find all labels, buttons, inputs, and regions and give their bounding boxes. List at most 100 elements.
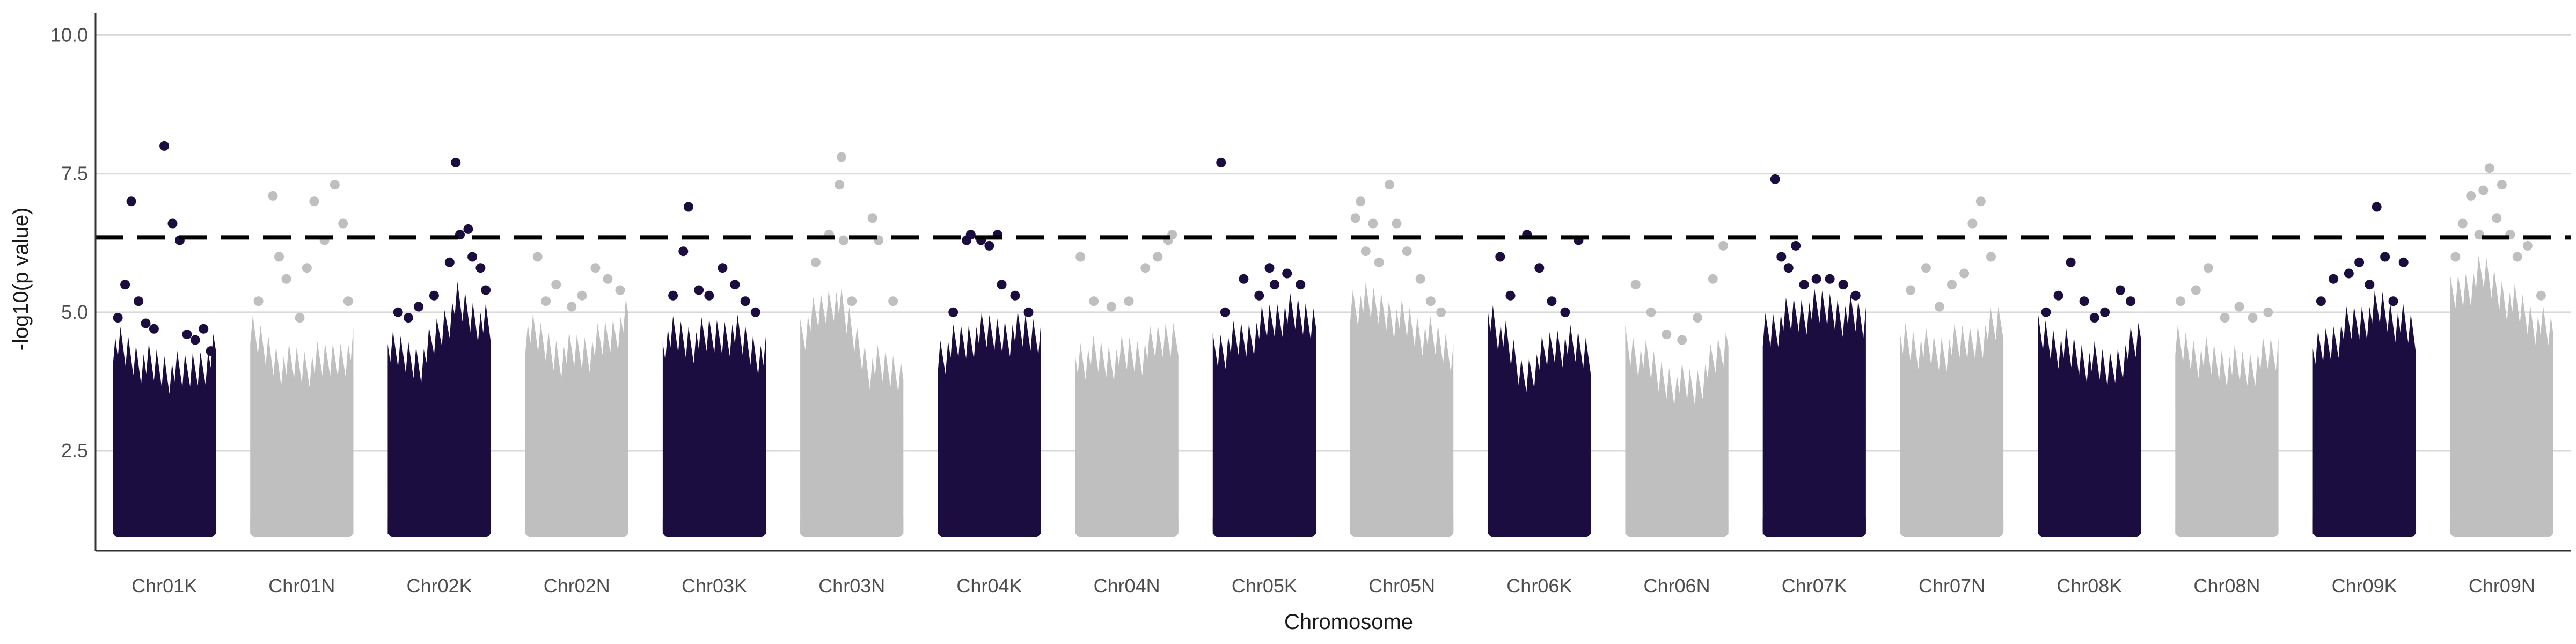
dense-points-Chr03N [800, 288, 904, 535]
point-Chr02K-9 [475, 263, 486, 273]
dense-points-Chr04K [938, 311, 1041, 535]
x-tick-label-Chr09K: Chr09K [2332, 575, 2397, 597]
x-tick-label-Chr09N: Chr09N [2469, 575, 2535, 597]
x-tick-label-Chr05K: Chr05K [1232, 575, 1297, 597]
chromosome-Chr02K [387, 157, 491, 538]
point-Chr02K-7 [463, 224, 473, 234]
dense-base-Chr04K [938, 513, 1041, 538]
dense-base-Chr06K [1488, 513, 1591, 538]
point-Chr09K-7 [2388, 296, 2398, 306]
point-Chr09K-6 [2380, 252, 2390, 262]
point-Chr01K-1 [120, 280, 130, 290]
point-Chr08K-7 [2126, 296, 2136, 306]
dense-points-Chr06N [1625, 325, 1729, 535]
point-Chr04N-5 [1153, 252, 1163, 262]
y-tick-label-2: 7.5 [61, 163, 88, 185]
point-Chr07K-4 [1799, 280, 1809, 290]
chromosome-Chr09K [2312, 202, 2416, 538]
point-Chr07N-4 [1959, 268, 1970, 279]
chromosome-Chr03N [800, 152, 904, 538]
point-Chr02N-2 [551, 280, 561, 290]
point-Chr07N-1 [1921, 263, 1931, 273]
dense-base-Chr07N [1900, 513, 2004, 538]
point-Chr03K-5 [718, 263, 728, 273]
point-Chr03N-3 [837, 152, 846, 162]
point-Chr03K-6 [730, 280, 740, 290]
dense-base-Chr02N [525, 513, 628, 538]
dense-base-Chr03N [800, 513, 904, 538]
x-tick-label-Chr08N: Chr08N [2193, 575, 2260, 597]
point-Chr05K-5 [1270, 280, 1280, 290]
point-Chr01K-3 [134, 296, 144, 306]
point-Chr04K-2 [965, 230, 976, 240]
point-Chr05N-9 [1425, 296, 1436, 306]
point-Chr09N-0 [2450, 252, 2461, 262]
point-Chr03N-0 [810, 257, 821, 267]
dense-points-Chr07K [1762, 288, 1866, 535]
point-Chr02N-0 [532, 252, 543, 262]
dense-base-Chr05K [1212, 513, 1316, 538]
point-Chr06N-4 [1693, 313, 1702, 323]
point-Chr05K-7 [1296, 280, 1306, 290]
point-Chr03N-2 [835, 180, 845, 190]
point-Chr08K-1 [2053, 290, 2063, 301]
point-Chr08N-3 [2220, 313, 2230, 323]
y-axis-title: -log10(p value) [9, 208, 33, 351]
point-Chr05N-2 [1360, 246, 1371, 257]
x-tick-label-Chr03N: Chr03N [818, 575, 885, 597]
point-Chr09N-9 [2512, 252, 2522, 262]
point-Chr03K-3 [694, 285, 704, 295]
point-Chr02K-2 [414, 302, 424, 312]
point-Chr05K-2 [1239, 274, 1249, 284]
point-Chr08K-2 [2066, 257, 2076, 267]
data-points [113, 141, 2553, 538]
point-Chr01K-11 [199, 324, 209, 334]
dense-points-Chr08N [2175, 324, 2279, 535]
dense-base-Chr09N [2450, 513, 2553, 538]
x-tick-label-Chr01K: Chr01K [131, 575, 197, 597]
point-Chr09K-2 [2344, 268, 2354, 279]
x-tick-label-Chr06K: Chr06K [1506, 575, 1572, 597]
point-Chr04N-0 [1075, 252, 1086, 262]
point-Chr08N-1 [2191, 285, 2201, 295]
dense-base-Chr08N [2175, 513, 2279, 538]
point-Chr05N-4 [1374, 257, 1384, 267]
dense-points-Chr05N [1350, 282, 1454, 535]
point-Chr06K-3 [1534, 263, 1545, 273]
chromosome-Chr03K [662, 202, 766, 538]
point-Chr06K-5 [1560, 307, 1570, 317]
point-Chr07N-7 [1986, 252, 1996, 262]
dense-points-Chr08K [2038, 311, 2141, 535]
chromosome-Chr08N [2175, 263, 2279, 538]
point-Chr06K-4 [1547, 296, 1557, 306]
point-Chr06N-1 [1646, 307, 1656, 317]
dense-base-Chr02K [387, 513, 491, 538]
point-Chr03K-2 [683, 202, 693, 212]
dense-base-Chr08K [2038, 513, 2141, 538]
point-Chr05N-0 [1350, 213, 1360, 223]
dense-points-Chr03K [662, 314, 766, 535]
point-Chr02N-5 [590, 263, 601, 273]
chromosome-Chr07K [1762, 174, 1866, 538]
point-Chr04K-4 [984, 240, 994, 251]
x-tick-label-Chr02N: Chr02N [544, 575, 610, 597]
axes [94, 13, 2571, 552]
point-Chr06N-2 [1662, 330, 1672, 340]
point-Chr09N-6 [2492, 213, 2502, 223]
x-tick-label-Chr07N: Chr07N [1919, 575, 1985, 597]
point-Chr07K-5 [1811, 274, 1821, 284]
point-Chr01K-2 [126, 196, 136, 207]
dense-base-Chr07K [1762, 513, 1866, 538]
point-Chr08N-2 [2203, 263, 2213, 273]
x-axis-title: Chromosome [1284, 610, 1413, 634]
point-Chr03K-1 [678, 246, 689, 257]
point-Chr06K-1 [1505, 290, 1516, 301]
point-Chr07N-6 [1975, 196, 1986, 207]
point-Chr08K-5 [2100, 307, 2110, 317]
point-Chr05K-0 [1216, 157, 1226, 167]
point-Chr07N-3 [1947, 280, 1957, 290]
point-Chr02K-3 [429, 290, 439, 301]
point-Chr01N-5 [302, 263, 312, 273]
point-Chr07K-3 [1791, 240, 1801, 251]
point-Chr01N-0 [253, 296, 264, 306]
